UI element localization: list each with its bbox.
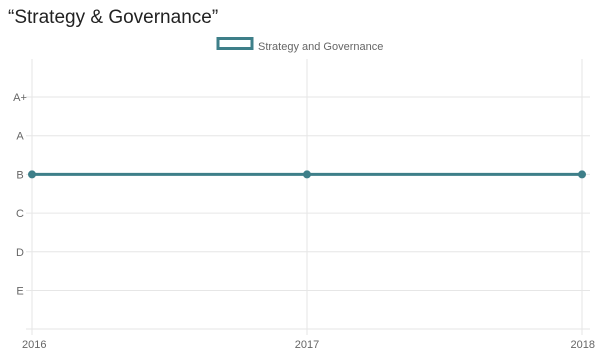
data-point[interactable]	[303, 170, 311, 179]
legend-label[interactable]: Strategy and Governance	[258, 41, 383, 53]
chart-title: “Strategy & Governance”	[8, 7, 219, 28]
y-tick-label: A+	[13, 92, 27, 104]
data-point[interactable]	[28, 170, 36, 179]
legend-swatch[interactable]	[216, 37, 254, 50]
y-axis-ticks: E D C B A A+	[13, 92, 27, 298]
data-point[interactable]	[578, 170, 586, 179]
y-tick-label: D	[16, 247, 24, 259]
y-tick-label: E	[16, 286, 23, 298]
y-tick-label: C	[16, 208, 24, 220]
grid-lines	[26, 59, 590, 335]
y-tick-label: A	[16, 131, 24, 143]
x-tick-label: 2018	[571, 339, 595, 351]
x-tick-label: 2017	[295, 339, 319, 351]
y-tick-label: B	[16, 169, 23, 181]
legend[interactable]: Strategy and Governance	[216, 37, 383, 54]
series-layer	[28, 170, 586, 179]
x-axis-ticks: 2016 2017 2018	[22, 339, 595, 351]
x-tick-label: 2016	[22, 339, 46, 351]
